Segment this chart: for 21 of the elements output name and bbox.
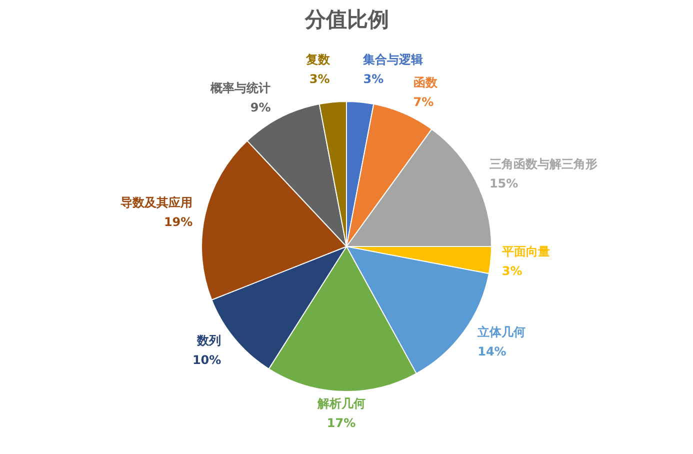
slice-label: 解析几何 — [316, 396, 366, 411]
data-label: 3% — [502, 264, 522, 278]
slice-label: 平面向量 — [500, 244, 550, 258]
data-label: 9% — [250, 100, 271, 115]
data-label: 15% — [489, 176, 518, 190]
slice-label: 立体几何 — [476, 324, 526, 339]
slice-label: 三角函数与解三角形 — [489, 156, 598, 171]
slice-label: 概率与统计 — [210, 81, 271, 96]
data-label: 3% — [363, 72, 384, 86]
chart-title: 分值比例 — [304, 8, 389, 32]
data-label: 10% — [192, 352, 222, 367]
data-label: 17% — [326, 416, 356, 430]
slice-label: 复数 — [304, 52, 331, 67]
slice-label: 函数 — [413, 75, 438, 90]
data-label: 3% — [309, 72, 330, 86]
slice-label: 集合与逻辑 — [362, 52, 424, 67]
slice-label: 导数及其应用 — [120, 195, 193, 210]
slice-label: 数列 — [196, 333, 222, 348]
data-label: 7% — [413, 94, 434, 109]
data-label: 19% — [164, 214, 193, 229]
data-label: 14% — [478, 344, 506, 359]
